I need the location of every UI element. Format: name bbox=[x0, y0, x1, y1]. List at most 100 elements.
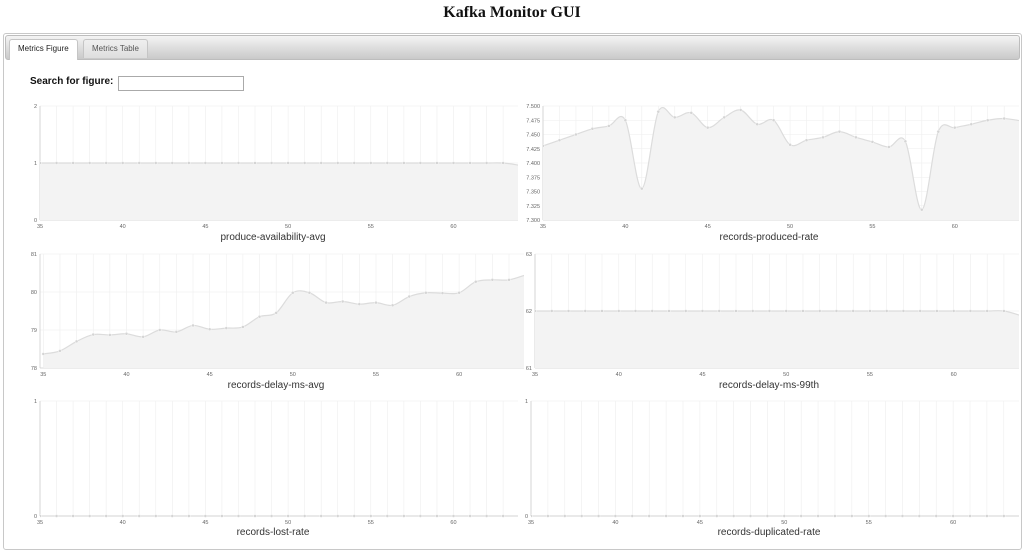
data-point[interactable] bbox=[738, 108, 743, 112]
data-point[interactable] bbox=[689, 111, 693, 115]
data-point[interactable] bbox=[833, 514, 837, 518]
data-point[interactable] bbox=[336, 161, 340, 165]
data-point[interactable] bbox=[407, 294, 411, 299]
data-point[interactable] bbox=[782, 514, 786, 518]
search-input[interactable] bbox=[118, 76, 244, 91]
data-point[interactable] bbox=[801, 309, 805, 313]
data-point[interactable] bbox=[734, 309, 738, 313]
data-point[interactable] bbox=[137, 514, 141, 518]
data-point[interactable] bbox=[39, 514, 42, 518]
data-point[interactable] bbox=[191, 323, 195, 328]
data-point[interactable] bbox=[901, 309, 906, 313]
data-point[interactable] bbox=[633, 309, 638, 313]
data-point[interactable] bbox=[507, 278, 511, 282]
data-point[interactable] bbox=[717, 309, 721, 313]
data-point[interactable] bbox=[307, 291, 312, 295]
data-point[interactable] bbox=[755, 122, 759, 126]
data-point[interactable] bbox=[291, 291, 295, 295]
data-point[interactable] bbox=[673, 115, 677, 120]
data-point[interactable] bbox=[269, 514, 274, 518]
data-point[interactable] bbox=[253, 161, 257, 165]
data-point[interactable] bbox=[71, 514, 75, 518]
data-point[interactable] bbox=[207, 327, 212, 331]
data-point[interactable] bbox=[854, 135, 858, 140]
data-point[interactable] bbox=[969, 122, 973, 126]
data-point[interactable] bbox=[141, 335, 145, 339]
data-point[interactable] bbox=[640, 186, 644, 191]
data-point[interactable] bbox=[104, 514, 108, 518]
data-point[interactable] bbox=[41, 352, 46, 356]
data-point[interactable] bbox=[867, 514, 871, 518]
data-point[interactable] bbox=[596, 514, 601, 518]
data-point[interactable] bbox=[936, 129, 940, 134]
data-point[interactable] bbox=[54, 514, 59, 518]
data-point[interactable] bbox=[501, 514, 505, 518]
data-point[interactable] bbox=[804, 138, 809, 142]
data-point[interactable] bbox=[58, 349, 62, 353]
data-point[interactable] bbox=[468, 161, 472, 165]
data-point[interactable] bbox=[54, 161, 59, 165]
data-point[interactable] bbox=[385, 161, 390, 165]
data-point[interactable] bbox=[953, 125, 957, 130]
data-point[interactable] bbox=[583, 309, 587, 313]
data-point[interactable] bbox=[269, 161, 274, 165]
data-point[interactable] bbox=[566, 309, 571, 313]
data-point[interactable] bbox=[917, 514, 922, 518]
data-point[interactable] bbox=[220, 161, 224, 165]
data-point[interactable] bbox=[87, 514, 92, 518]
tab-metrics-table[interactable]: Metrics Table bbox=[83, 39, 148, 58]
data-point[interactable] bbox=[374, 300, 378, 305]
data-point[interactable] bbox=[784, 309, 788, 313]
data-point[interactable] bbox=[731, 514, 736, 518]
data-point[interactable] bbox=[684, 309, 688, 313]
data-point[interactable] bbox=[903, 139, 908, 144]
data-point[interactable] bbox=[884, 309, 889, 313]
data-point[interactable] bbox=[154, 514, 158, 518]
data-point[interactable] bbox=[369, 514, 373, 518]
data-point[interactable] bbox=[286, 514, 290, 518]
data-point[interactable] bbox=[120, 161, 125, 165]
data-point[interactable] bbox=[402, 514, 406, 518]
data-point[interactable] bbox=[771, 118, 776, 122]
data-point[interactable] bbox=[920, 208, 924, 212]
data-point[interactable] bbox=[385, 514, 390, 518]
data-point[interactable] bbox=[324, 300, 328, 305]
data-point[interactable] bbox=[87, 161, 92, 165]
data-point[interactable] bbox=[369, 161, 373, 165]
data-point[interactable] bbox=[170, 514, 175, 518]
data-point[interactable] bbox=[574, 132, 578, 137]
data-point[interactable] bbox=[850, 514, 854, 518]
data-point[interactable] bbox=[607, 124, 611, 128]
data-point[interactable] bbox=[203, 161, 208, 165]
data-point[interactable] bbox=[818, 309, 822, 313]
data-point[interactable] bbox=[418, 514, 423, 518]
data-point[interactable] bbox=[799, 514, 803, 518]
data-point[interactable] bbox=[934, 514, 938, 518]
data-point[interactable] bbox=[501, 161, 505, 165]
data-point[interactable] bbox=[968, 514, 972, 518]
data-point[interactable] bbox=[617, 309, 621, 313]
data-point[interactable] bbox=[630, 514, 635, 518]
data-point[interactable] bbox=[224, 326, 228, 330]
data-point[interactable] bbox=[748, 514, 753, 518]
data-point[interactable] bbox=[600, 309, 604, 313]
data-point[interactable] bbox=[870, 140, 875, 144]
data-point[interactable] bbox=[91, 332, 95, 337]
data-point[interactable] bbox=[187, 161, 191, 165]
data-point[interactable] bbox=[656, 109, 660, 114]
data-point[interactable] bbox=[647, 514, 651, 518]
data-point[interactable] bbox=[302, 514, 307, 518]
data-point[interactable] bbox=[868, 309, 872, 313]
data-point[interactable] bbox=[900, 514, 905, 518]
data-point[interactable] bbox=[788, 143, 792, 147]
data-point[interactable] bbox=[851, 309, 855, 313]
data-point[interactable] bbox=[402, 161, 406, 165]
data-point[interactable] bbox=[435, 161, 439, 165]
data-point[interactable] bbox=[613, 514, 618, 518]
data-point[interactable] bbox=[302, 161, 307, 165]
data-point[interactable] bbox=[542, 144, 545, 148]
data-point[interactable] bbox=[563, 514, 567, 518]
data-point[interactable] bbox=[451, 161, 456, 165]
data-point[interactable] bbox=[650, 309, 654, 313]
data-point[interactable] bbox=[286, 161, 290, 165]
